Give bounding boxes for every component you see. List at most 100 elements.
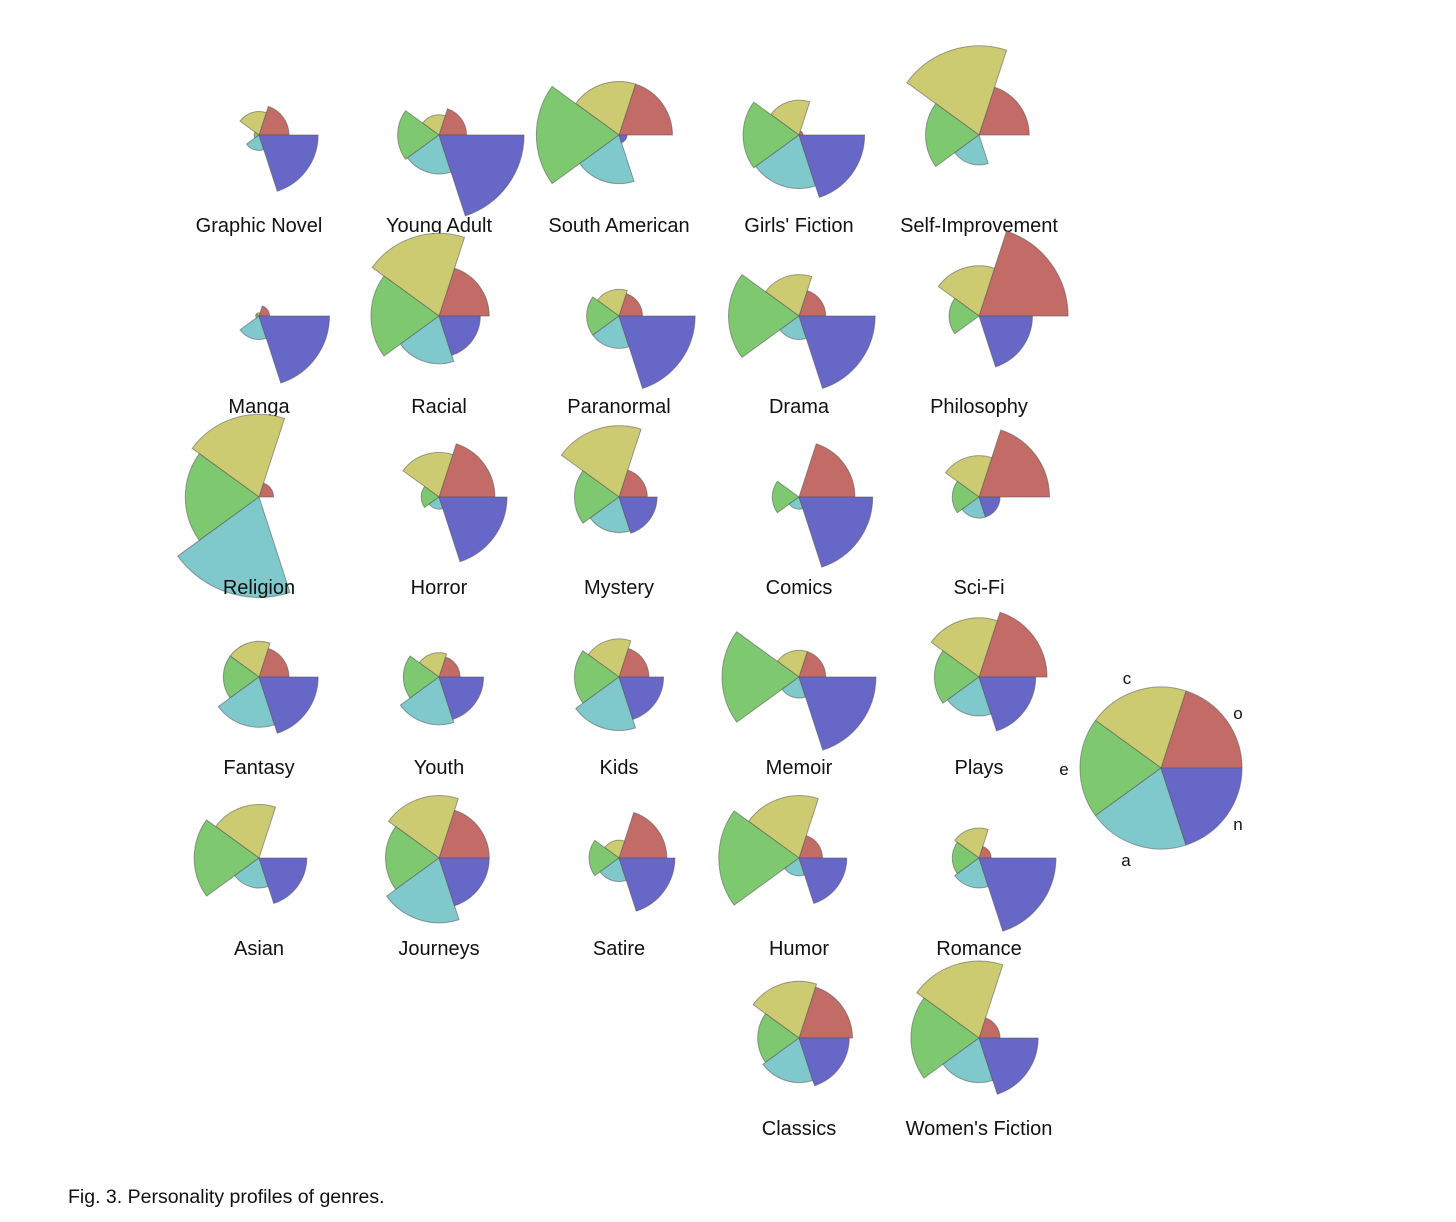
genre-label-paranormal: Paranormal [567,396,670,418]
genre-racial-wedge-a [399,315,455,365]
genre-label-mystery: Mystery [584,577,654,599]
genre-label-girls-fiction: Girls' Fiction [744,215,853,237]
genre-south-american-wedge-a [578,134,635,185]
genre-glyph-women-s-fiction: Women's Fiction [906,960,1053,1140]
genre-girls-fiction-wedge-a [755,134,817,189]
genre-label-plays: Plays [955,757,1004,779]
genre-religion-wedge-c [191,413,286,498]
genre-women-s-fiction-wedge-a [942,1037,994,1084]
genre-religion-wedge-a [177,496,291,598]
genre-girls-fiction-wedge-e [742,101,800,169]
genre-label-journeys: Journeys [398,938,479,960]
genre-plays-wedge-c [930,617,998,678]
genre-glyph-comics: Comics [766,443,874,599]
genre-plays-wedge-o [978,611,1048,678]
genre-label-humor: Humor [769,938,829,960]
genre-self-improvement-wedge-e [925,102,980,168]
genre-mystery-wedge-a [589,496,631,534]
genre-classics-wedge-o [798,986,853,1039]
genre-memoir-wedge-n [798,676,877,751]
genre-label-horror: Horror [411,577,468,599]
genre-fantasy-wedge-a [217,676,276,728]
genre-glyph-humor: Humor [718,795,848,960]
genre-label-women-s-fiction: Women's Fiction [906,1118,1053,1140]
genre-label-fantasy: Fantasy [223,757,294,779]
genre-label-graphic-novel: Graphic Novel [196,215,323,237]
genre-label-youth: Youth [414,757,464,779]
legend-dimension-label-n: n [1233,815,1242,834]
genre-romance-wedge-n [978,857,1057,932]
legend-wedge-o [1160,690,1243,769]
genre-manga-wedge-o [258,305,271,317]
genre-glyph-religion: Religion [177,413,295,599]
genre-label-young-adult: Young Adult [386,215,492,237]
genre-glyph-racial: Racial [370,232,490,418]
figure-caption: Fig. 3. Personality profiles of genres. [68,1186,385,1208]
genre-label-memoir: Memoir [766,757,833,779]
genre-comics-wedge-e [771,480,800,514]
genre-philosophy-wedge-c [937,265,996,317]
genre-glyph-plays: Plays [930,611,1048,779]
genre-journeys-wedge-a [385,857,460,924]
genre-label-asian: Asian [234,938,284,960]
genre-manga-wedge-n [258,315,330,384]
genre-glyph-philosophy: Philosophy [930,230,1069,418]
genre-paranormal-wedge-n [618,315,696,390]
genre-philosophy-wedge-o [978,230,1069,317]
genre-glyph-journeys: Journeys [385,795,490,960]
genre-horror-wedge-e [420,485,440,509]
genre-mystery-wedge-e [574,470,620,524]
genre-young-adult-wedge-e [397,110,440,160]
genre-fantasy-wedge-n [258,676,319,734]
genre-self-improvement-wedge-o [978,86,1030,136]
genre-label-racial: Racial [411,396,467,418]
genre-young-adult-wedge-a [406,134,452,175]
genre-racial-wedge-o [438,267,490,317]
genre-drama-wedge-n [798,315,876,390]
genre-journeys-wedge-n [438,857,490,907]
genre-south-american-wedge-c [575,81,637,136]
genre-young-adult-wedge-n [438,134,525,217]
legend-dimension-label-c: c [1123,669,1132,688]
genre-label-kids: Kids [600,757,639,779]
genre-south-american-wedge-e [535,85,620,185]
genre-glyph-girls-fiction: Girls' Fiction [742,99,866,237]
legend-wedge-c [1094,686,1187,769]
genre-label-satire: Satire [593,938,645,960]
genre-plays-wedge-e [934,650,980,704]
genre-glyph-horror: Horror [402,443,508,599]
genre-label-romance: Romance [936,938,1022,960]
genre-drama-wedge-e [728,273,800,359]
genre-fantasy-wedge-e [222,655,260,699]
genre-glyph-young-adult: Young Adult [386,108,525,237]
genre-glyph-drama: Drama [728,273,876,418]
genre-girls-fiction-wedge-n [798,134,866,199]
genre-fantasy-wedge-c [229,640,271,678]
genre-religion-wedge-e [184,452,260,542]
genre-glyph-graphic-novel: Graphic Novel [196,105,323,237]
genre-romance-wedge-a [954,857,989,889]
genre-paranormal-wedge-e [586,296,620,336]
genre-mystery-wedge-c [560,425,642,498]
genre-philosophy-wedge-e [948,297,980,335]
genre-journeys-wedge-o [438,809,490,859]
genre-horror-wedge-n [438,496,508,563]
genre-plays-wedge-a [946,676,992,717]
genre-satire-wedge-n [618,857,676,912]
genre-asian-wedge-a [234,857,269,889]
legend-dimension-label-a: a [1121,851,1131,870]
genre-horror-wedge-o [438,443,496,498]
genre-graphic-novel-wedge-c [239,111,267,136]
genre-label-south-american: South American [548,215,689,237]
genre-youth-wedge-n [438,676,485,721]
genre-asian-wedge-e [193,819,260,897]
genre-plays-wedge-n [978,676,1037,732]
genre-self-improvement-wedge-c [906,45,1008,136]
genre-kids-wedge-c [587,638,632,678]
genre-classics-wedge-a [762,1037,814,1084]
genre-fantasy-wedge-o [258,647,290,678]
genre-classics-wedge-e [757,1013,800,1063]
genre-women-s-fiction-wedge-n [978,1037,1039,1095]
genre-philosophy-wedge-n [978,315,1033,368]
